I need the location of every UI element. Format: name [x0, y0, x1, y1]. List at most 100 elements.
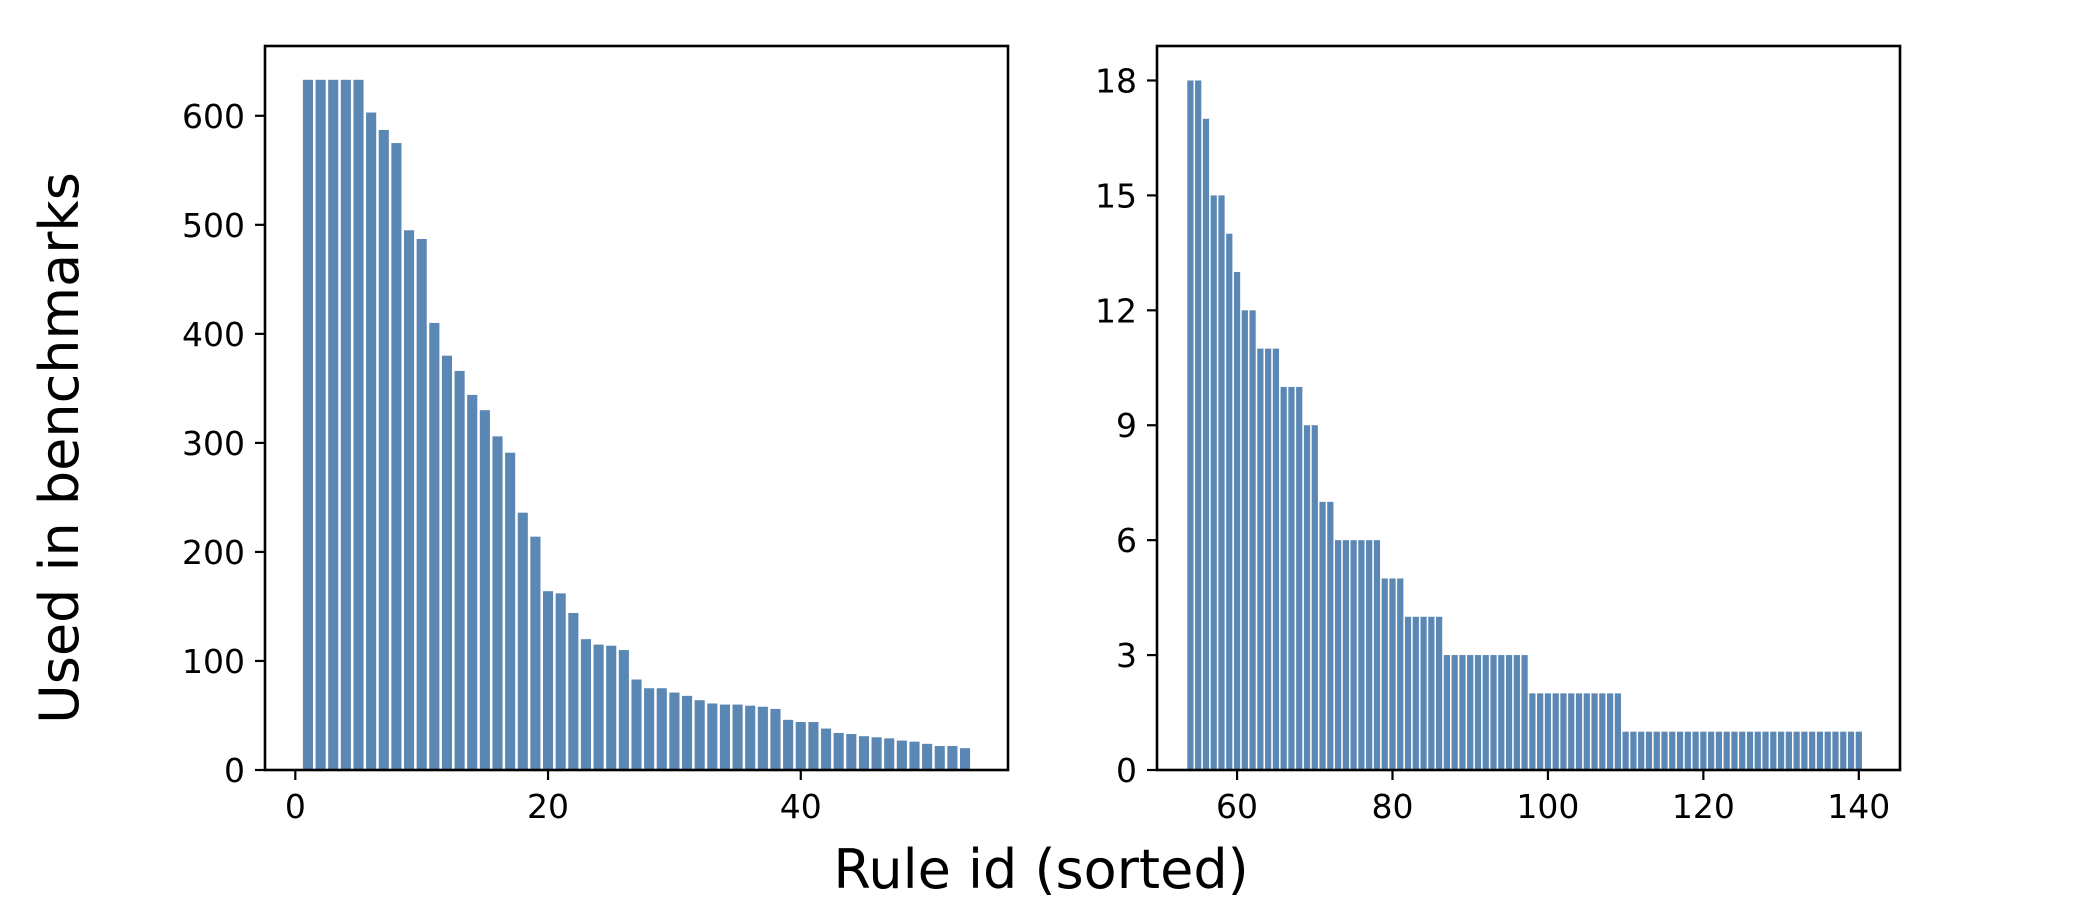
bar	[1653, 731, 1660, 770]
y-tick-label: 100	[182, 642, 245, 681]
bar	[1443, 655, 1451, 770]
bar	[555, 593, 566, 770]
bar	[1303, 425, 1311, 770]
y-tick-label: 15	[1095, 176, 1137, 215]
y-tick-label: 3	[1116, 636, 1137, 675]
bar	[1544, 693, 1552, 770]
bar	[441, 355, 453, 770]
bar	[1249, 310, 1256, 770]
bar	[1777, 731, 1785, 770]
bar	[1560, 693, 1567, 770]
bar	[1451, 655, 1458, 770]
x-tick-label: 60	[1216, 787, 1258, 826]
bar	[1373, 540, 1381, 770]
x-tick-label: 120	[1672, 787, 1735, 826]
bar	[340, 79, 351, 770]
bar	[1288, 386, 1295, 770]
bar	[1622, 731, 1629, 770]
x-tick-label: 40	[780, 787, 822, 826]
bar	[1770, 731, 1777, 770]
bar	[1521, 655, 1528, 770]
bar	[1311, 425, 1318, 770]
bar	[1754, 731, 1761, 770]
bar	[1537, 693, 1544, 770]
y-tick-label: 300	[182, 424, 245, 463]
bar	[505, 452, 516, 770]
x-tick-label: 20	[527, 787, 569, 826]
bar	[593, 644, 604, 770]
bar	[1397, 578, 1404, 770]
bar	[947, 746, 958, 770]
bar	[1257, 348, 1264, 770]
bar	[783, 719, 794, 770]
bar	[1241, 310, 1248, 770]
bar	[1513, 655, 1520, 770]
bar	[1467, 655, 1474, 770]
bar	[1327, 501, 1334, 770]
bar	[922, 743, 933, 770]
bar	[745, 705, 756, 770]
bar	[1809, 731, 1816, 770]
bar	[1366, 540, 1373, 770]
bar	[1840, 731, 1847, 770]
bar	[1436, 616, 1443, 770]
bar	[934, 746, 945, 770]
axes-frame	[1155, 44, 1902, 772]
bar	[1645, 731, 1653, 770]
bar	[1265, 348, 1272, 770]
bar	[820, 728, 832, 770]
bar	[707, 703, 718, 770]
bar	[378, 129, 389, 770]
bar	[1630, 731, 1637, 770]
bar	[808, 722, 819, 770]
bar	[1575, 693, 1583, 770]
y-tick-label: 200	[182, 533, 245, 572]
bar	[694, 700, 705, 770]
bar	[656, 688, 667, 770]
bar	[1358, 540, 1365, 770]
bar	[719, 704, 731, 770]
bar	[580, 639, 592, 770]
bar	[896, 740, 907, 770]
bar	[1482, 655, 1489, 770]
bar	[644, 688, 655, 770]
bar	[871, 737, 882, 770]
bar	[1847, 731, 1855, 770]
y-tick-label: 18	[1095, 61, 1137, 100]
x-tick-label: 0	[285, 787, 306, 826]
y-tick-label: 500	[182, 206, 245, 245]
bar	[1428, 616, 1435, 770]
bar	[833, 732, 844, 770]
bar	[1474, 655, 1482, 770]
bar	[1731, 731, 1738, 770]
bar	[884, 738, 895, 770]
y-tick-label: 9	[1116, 406, 1137, 445]
bar	[1319, 501, 1326, 770]
bar	[517, 512, 528, 770]
bar	[429, 322, 440, 770]
bar	[1404, 616, 1412, 770]
bar	[1342, 540, 1349, 770]
bar	[1661, 731, 1668, 770]
bar	[1684, 731, 1691, 770]
bar	[391, 143, 402, 770]
bar	[1700, 731, 1707, 770]
bar	[1498, 655, 1505, 770]
x-tick-label: 140	[1827, 787, 1890, 826]
bar	[1708, 731, 1715, 770]
bar	[1218, 195, 1225, 770]
bar	[1801, 731, 1808, 770]
bar	[1832, 731, 1839, 770]
bar	[1272, 348, 1280, 770]
bar	[1739, 731, 1746, 770]
bar	[302, 79, 314, 770]
y-tick-label: 400	[182, 315, 245, 354]
bar	[1614, 693, 1621, 770]
bar	[454, 370, 465, 770]
bar	[479, 410, 490, 770]
bar	[1793, 731, 1800, 770]
bar	[1381, 578, 1388, 770]
bar	[328, 79, 339, 770]
